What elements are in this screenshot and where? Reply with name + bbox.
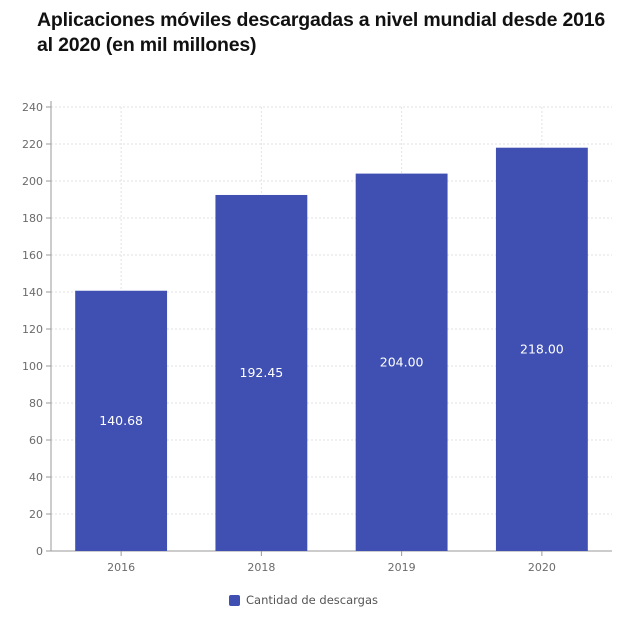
bar-2020 [495,147,588,551]
y-tick-label: 200 [22,175,43,188]
y-tick-label: 100 [22,360,43,373]
bar-value-label: 218.00 [520,341,564,356]
bar-value-label: 140.68 [99,413,143,428]
y-tick-label: 140 [22,286,43,299]
y-tick-label: 120 [22,323,43,336]
y-tick-label: 180 [22,212,43,225]
legend-swatch [229,594,240,606]
y-tick-label: 240 [22,101,43,114]
x-tick-label: 2016 [107,561,135,574]
chart-title: Aplicaciones móviles descargadas a nivel… [37,9,606,56]
bar-value-label: 192.45 [240,365,284,380]
bar-2019 [355,173,448,551]
bar-value-label: 204.00 [380,354,424,369]
x-tick-label: 2018 [247,561,275,574]
y-tick-label: 60 [29,434,43,447]
y-tick-label: 80 [29,397,43,410]
y-tick-label: 220 [22,138,43,151]
y-tick-label: 0 [36,545,43,558]
bar-2016 [75,290,168,551]
legend[interactable]: Cantidad de descargas [229,593,378,607]
bars [75,147,588,551]
y-tick-label: 20 [29,508,43,521]
labels: 0 20 40 60 80 100 120 140 160 180 200 220 240 140.68 2… [22,101,564,574]
x-tick-label: 2020 [528,561,556,574]
legend-label: Cantidad de descargas [246,593,379,607]
y-tick-label: 160 [22,249,43,262]
bar-2018 [215,194,308,551]
y-tick-label: 40 [29,471,43,484]
x-tick-label: 2019 [388,561,416,574]
